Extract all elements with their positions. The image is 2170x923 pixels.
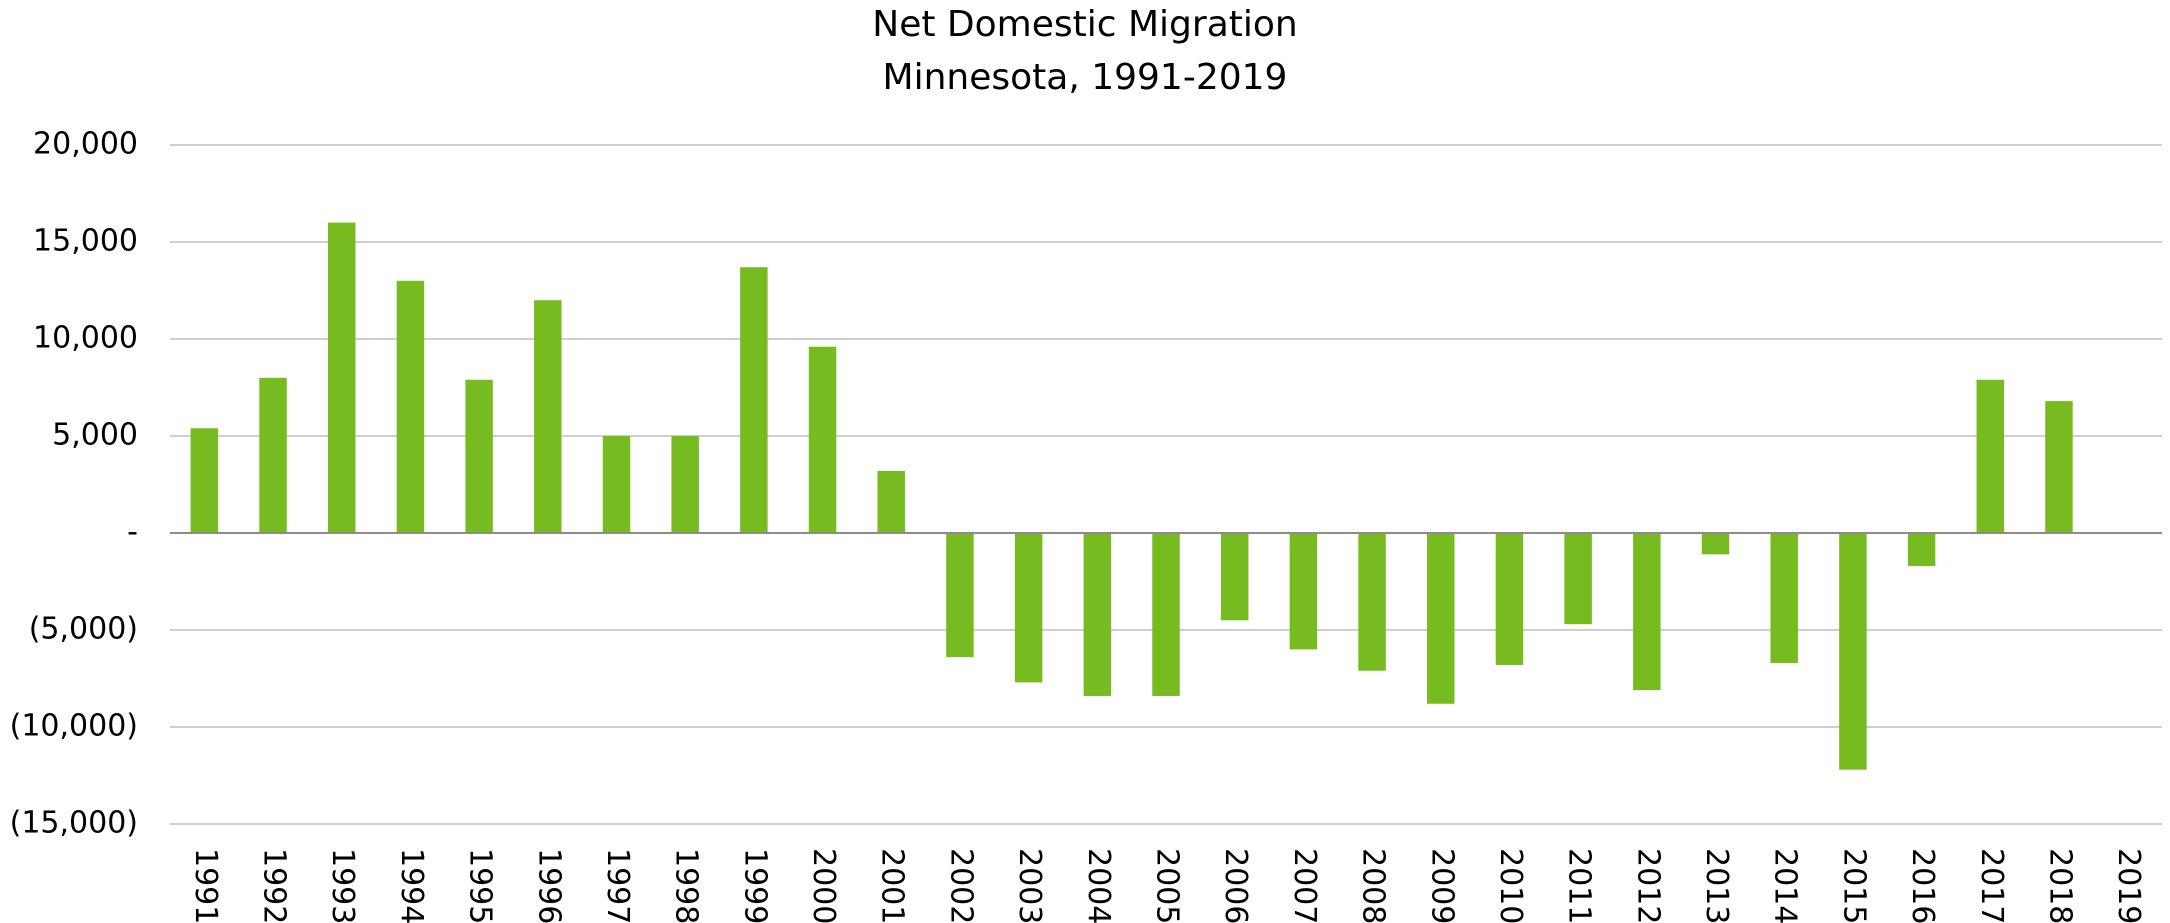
bar <box>327 222 356 533</box>
x-tick-label: 2000 <box>806 848 841 923</box>
y-tick-label: - <box>127 515 138 550</box>
bar <box>465 379 493 533</box>
x-tick-label: 1993 <box>325 848 360 923</box>
bar <box>396 280 425 533</box>
bar <box>1564 533 1592 625</box>
bar <box>1976 379 2005 533</box>
bar <box>2045 401 2073 533</box>
x-tick-label: 1997 <box>600 848 635 923</box>
bar <box>1427 533 1455 704</box>
bar <box>1770 533 1798 663</box>
bar <box>1633 533 1661 691</box>
bar <box>259 377 287 533</box>
y-tick-label: 20,000 <box>33 127 138 162</box>
x-tick-label: 2011 <box>1562 848 1597 923</box>
chart-subtitle: Minnesota, 1991-2019 <box>883 57 1288 98</box>
y-tick-label: (5,000) <box>29 612 138 647</box>
x-tick-label: 2010 <box>1493 848 1528 923</box>
x-tick-label: 2002 <box>943 848 978 923</box>
x-tick-label: 2007 <box>1287 848 1322 923</box>
bar <box>1289 533 1318 650</box>
x-tick-label: 1991 <box>188 848 223 923</box>
x-tick-label: 2004 <box>1081 848 1116 923</box>
x-tick-label: 2006 <box>1218 848 1253 923</box>
bar <box>534 300 562 533</box>
x-tick-label: 2019 <box>2111 848 2146 923</box>
bar <box>1839 533 1867 770</box>
chart-title: Net Domestic Migration <box>872 4 1297 45</box>
x-tick-label: 2003 <box>1012 848 1047 923</box>
x-tick-label: 1996 <box>531 848 566 923</box>
y-tick-label: 5,000 <box>52 418 138 453</box>
x-tick-label: 2013 <box>1699 848 1734 923</box>
x-tick-label: 2012 <box>1630 848 1665 923</box>
y-tick-label: 10,000 <box>33 321 138 356</box>
bar <box>1083 533 1112 696</box>
bar <box>602 436 631 533</box>
bar <box>808 346 837 533</box>
x-tick-label: 1992 <box>257 848 292 923</box>
bar <box>740 267 768 533</box>
x-tick-label: 2018 <box>2042 848 2077 923</box>
bar <box>1358 533 1386 671</box>
x-tick-label: 2008 <box>1356 848 1391 923</box>
bar <box>1220 533 1249 621</box>
x-tick-label: 2017 <box>1974 848 2009 923</box>
bar <box>190 428 219 533</box>
x-tick-label: 1994 <box>394 848 429 923</box>
y-tick-label: 15,000 <box>33 224 138 259</box>
x-tick-label: 2009 <box>1424 848 1459 923</box>
x-tick-label: 1998 <box>669 848 704 923</box>
x-tick-label: 2015 <box>1836 848 1871 923</box>
x-tick-label: 1999 <box>737 848 772 923</box>
bar <box>1495 533 1524 665</box>
bar <box>1152 533 1180 696</box>
bar <box>1907 533 1936 566</box>
x-tick-label: 1995 <box>463 848 498 923</box>
bar <box>877 470 905 533</box>
x-tick-label: 2001 <box>875 848 910 923</box>
y-tick-label: (10,000) <box>10 709 138 744</box>
x-tick-label: 2014 <box>1768 848 1803 923</box>
bar <box>1701 533 1730 555</box>
x-tick-label: 2005 <box>1150 848 1185 923</box>
bar <box>671 436 699 533</box>
bar <box>1014 533 1043 683</box>
y-tick-label: (15,000) <box>10 806 138 841</box>
x-tick-label: 2016 <box>1905 848 1940 923</box>
bar <box>946 533 974 658</box>
